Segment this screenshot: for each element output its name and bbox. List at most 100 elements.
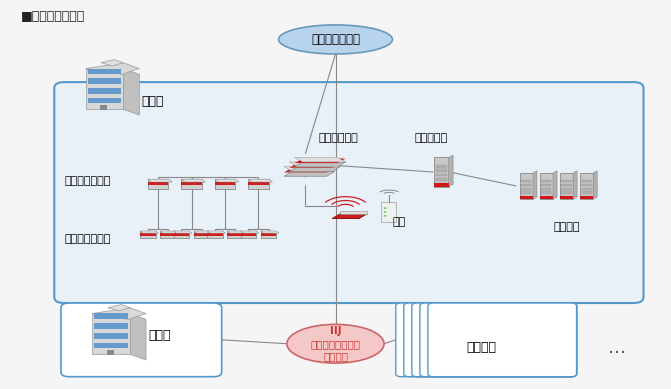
FancyBboxPatch shape [396, 303, 576, 377]
Text: 北校舎: 北校舎 [148, 329, 170, 342]
FancyBboxPatch shape [434, 183, 449, 187]
FancyBboxPatch shape [580, 173, 593, 199]
Text: IIJ
広域ネットワーク
サービス: IIJ 広域ネットワーク サービス [311, 326, 360, 361]
FancyBboxPatch shape [434, 158, 449, 187]
FancyBboxPatch shape [174, 231, 189, 238]
FancyBboxPatch shape [88, 98, 121, 103]
Polygon shape [573, 171, 577, 199]
Polygon shape [295, 158, 346, 163]
FancyBboxPatch shape [521, 187, 531, 190]
FancyBboxPatch shape [521, 180, 531, 182]
FancyBboxPatch shape [539, 196, 553, 199]
Polygon shape [140, 231, 158, 233]
FancyBboxPatch shape [241, 231, 256, 238]
FancyBboxPatch shape [140, 233, 156, 236]
FancyBboxPatch shape [93, 314, 130, 354]
FancyBboxPatch shape [181, 179, 202, 189]
Polygon shape [174, 231, 192, 233]
Polygon shape [553, 171, 557, 199]
FancyBboxPatch shape [562, 180, 572, 182]
FancyBboxPatch shape [541, 191, 552, 194]
FancyBboxPatch shape [194, 231, 209, 238]
FancyBboxPatch shape [381, 202, 396, 222]
Polygon shape [284, 166, 335, 171]
Text: 監視サーバ: 監視サーバ [415, 133, 448, 143]
Polygon shape [101, 60, 123, 66]
FancyBboxPatch shape [227, 233, 243, 236]
FancyBboxPatch shape [207, 231, 223, 238]
FancyBboxPatch shape [541, 187, 552, 190]
Text: 無線: 無線 [393, 217, 406, 227]
Text: 音楽教室: 音楽教室 [466, 341, 496, 354]
FancyBboxPatch shape [562, 187, 572, 190]
FancyBboxPatch shape [86, 68, 123, 109]
FancyBboxPatch shape [560, 196, 573, 199]
FancyBboxPatch shape [207, 233, 223, 236]
FancyBboxPatch shape [107, 350, 114, 355]
Polygon shape [340, 211, 367, 214]
FancyBboxPatch shape [420, 303, 576, 377]
Text: …: … [608, 338, 626, 357]
Polygon shape [332, 214, 367, 219]
FancyBboxPatch shape [520, 196, 533, 199]
Polygon shape [160, 231, 178, 233]
Polygon shape [207, 231, 225, 233]
FancyBboxPatch shape [435, 174, 447, 176]
FancyBboxPatch shape [580, 196, 593, 199]
FancyBboxPatch shape [194, 233, 209, 236]
Text: エッジスイッチ: エッジスイッチ [64, 234, 111, 244]
FancyBboxPatch shape [582, 191, 592, 194]
Text: フロアスイッチ: フロアスイッチ [64, 176, 111, 186]
FancyBboxPatch shape [582, 180, 592, 182]
FancyBboxPatch shape [54, 82, 643, 303]
Circle shape [384, 211, 386, 213]
FancyBboxPatch shape [562, 184, 572, 186]
Polygon shape [108, 305, 130, 311]
FancyBboxPatch shape [148, 182, 168, 185]
Polygon shape [284, 168, 335, 172]
Polygon shape [533, 171, 537, 199]
FancyBboxPatch shape [541, 180, 552, 182]
FancyBboxPatch shape [261, 233, 276, 236]
FancyBboxPatch shape [248, 182, 269, 185]
FancyBboxPatch shape [412, 303, 576, 377]
FancyBboxPatch shape [435, 165, 447, 168]
Polygon shape [295, 162, 346, 167]
Polygon shape [295, 157, 346, 162]
FancyBboxPatch shape [215, 182, 236, 185]
Text: 南校舎: 南校舎 [142, 95, 164, 108]
FancyBboxPatch shape [95, 323, 128, 329]
FancyBboxPatch shape [140, 231, 156, 238]
FancyBboxPatch shape [160, 233, 176, 236]
FancyBboxPatch shape [560, 173, 573, 199]
Polygon shape [86, 63, 140, 74]
FancyBboxPatch shape [160, 231, 176, 238]
FancyBboxPatch shape [404, 303, 576, 377]
Polygon shape [261, 231, 279, 233]
FancyBboxPatch shape [582, 187, 592, 190]
FancyBboxPatch shape [435, 169, 447, 172]
FancyBboxPatch shape [428, 303, 576, 377]
Text: インターネット: インターネット [311, 33, 360, 46]
FancyBboxPatch shape [95, 343, 128, 349]
Polygon shape [449, 155, 453, 187]
FancyBboxPatch shape [261, 231, 276, 238]
Text: サーバ群: サーバ群 [554, 222, 580, 231]
Polygon shape [241, 231, 259, 233]
FancyBboxPatch shape [541, 184, 552, 186]
FancyBboxPatch shape [88, 68, 121, 74]
FancyBboxPatch shape [227, 231, 243, 238]
FancyBboxPatch shape [101, 105, 107, 110]
Circle shape [384, 207, 386, 209]
Ellipse shape [287, 324, 384, 363]
Polygon shape [181, 179, 205, 182]
FancyBboxPatch shape [539, 173, 553, 199]
FancyBboxPatch shape [241, 233, 256, 236]
Text: ■システム概要図: ■システム概要図 [21, 11, 85, 23]
FancyBboxPatch shape [88, 88, 121, 94]
Polygon shape [148, 179, 172, 182]
FancyBboxPatch shape [181, 182, 202, 185]
FancyBboxPatch shape [148, 179, 168, 189]
FancyBboxPatch shape [215, 179, 236, 189]
Polygon shape [289, 166, 340, 172]
